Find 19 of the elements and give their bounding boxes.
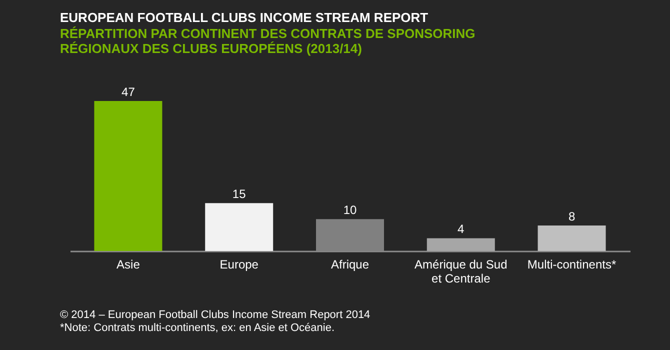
bar <box>426 238 495 251</box>
x-tick-label: Amérique du Sud et Centrale <box>414 258 508 286</box>
text: © 2014 – European Football Clubs Income Stream Report 2014 <box>60 309 370 321</box>
x-tick-label: Afrique <box>330 258 370 272</box>
text: RÉGIONAUX DES CLUBS EUROPÉENS (2013/14) <box>60 41 362 56</box>
data-label: 8 <box>568 209 576 224</box>
data-label: 10 <box>343 203 357 218</box>
data-label: 47 <box>122 85 136 99</box>
data-label: 4 <box>458 222 465 236</box>
text: RÉPARTITION PAR CONTINENT DES CONTRATS DE SPONSORING <box>60 26 476 41</box>
bar <box>205 203 274 251</box>
data-label: 15 <box>232 187 246 202</box>
bar <box>94 101 162 251</box>
bar <box>538 225 606 251</box>
x-tick-label: Asie <box>116 258 140 272</box>
x-tick-label: Multi-continents* <box>527 258 616 272</box>
chart-title: EUROPEAN FOOTBALL CLUBS INCOME STREAM REPORT <box>60 10 428 25</box>
text: *Note: Contrats multi-continents, ex: en Asie et Océanie. <box>60 322 335 334</box>
x-tick-label: Europe <box>220 258 259 272</box>
